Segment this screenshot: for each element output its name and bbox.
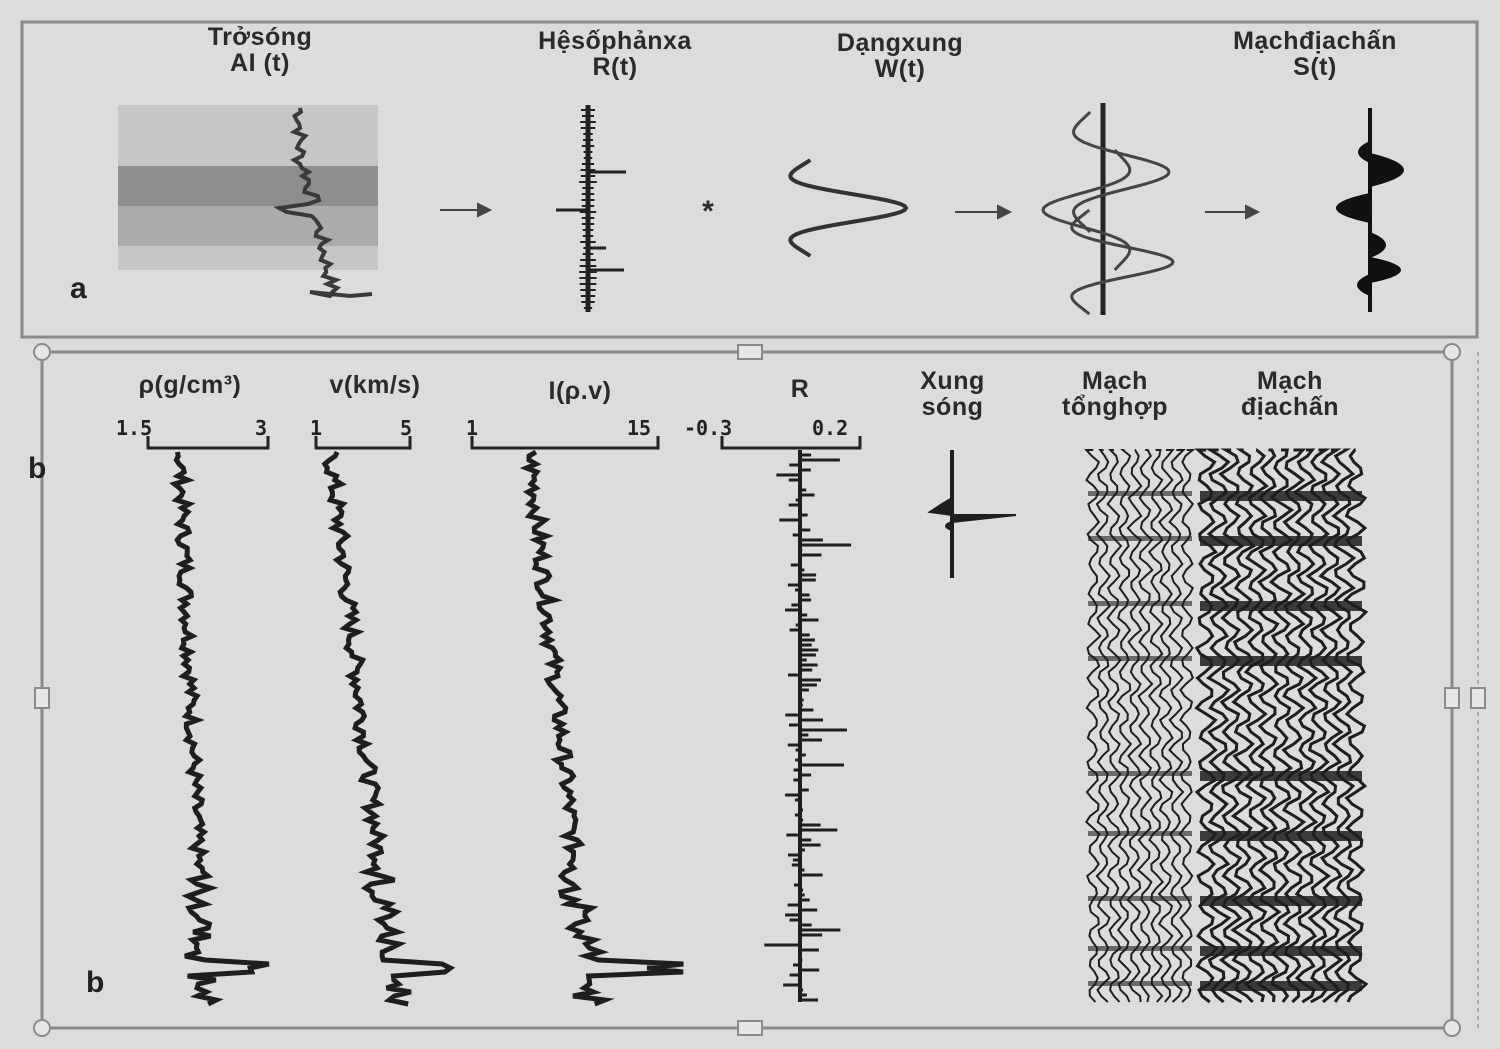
wavelet-label-line1: Xung <box>920 367 985 395</box>
step-symbol: AI (t) <box>230 49 290 78</box>
reflector-band <box>1088 771 1192 776</box>
velocity-max-tick: 5 <box>400 416 413 440</box>
reflector-band <box>1200 656 1362 666</box>
reflector-band <box>1200 981 1362 991</box>
arrow-head <box>477 202 493 218</box>
step-label-seismic: Mạchđịachấn S(t) <box>1200 28 1430 81</box>
reflector-band <box>1200 601 1362 611</box>
process-arrows <box>440 202 1261 220</box>
reflector-band <box>1088 946 1192 951</box>
seismic-section <box>1194 448 1369 1004</box>
source-wavelet-b <box>927 450 1017 578</box>
step-symbol: S(t) <box>1293 53 1337 82</box>
step-name: Dạngxung <box>836 29 964 57</box>
reflector-band <box>1088 491 1192 496</box>
wavelet-sum-diagram <box>1041 103 1175 316</box>
wiggle-trace <box>1157 449 1175 1003</box>
velocity-log <box>321 450 456 1007</box>
track-label-density: ρ(g/cm³) <box>138 371 242 399</box>
step-symbol: W(t) <box>874 55 926 84</box>
reflectivity-max-tick: 0.2 <box>812 416 849 440</box>
reflector-band <box>1088 536 1192 541</box>
reflector-band <box>1088 601 1192 606</box>
reflector-band <box>1088 981 1192 986</box>
reflector-band <box>1200 946 1362 956</box>
step-name: Mạchđịachấn <box>1233 27 1397 55</box>
synthetic-label: Mạch tổnghợp <box>1040 368 1190 421</box>
seismic-trace-a <box>1336 108 1404 312</box>
density-max-tick: 3 <box>255 416 268 440</box>
wiggle-trace <box>1194 448 1219 1004</box>
panel-b-letter-top: b <box>28 452 47 485</box>
panel-b-letter-bottom: b <box>86 966 105 999</box>
scale-bracket <box>470 436 660 450</box>
reflector-band <box>1200 896 1362 906</box>
seismic-label-line2: địachấn <box>1241 393 1339 422</box>
ai-log-box <box>118 105 378 299</box>
step-label-wavelet: Dạngxung W(t) <box>800 30 1000 83</box>
reflector-band <box>1200 491 1362 501</box>
frame-handles <box>33 343 1486 1037</box>
wiggle-trace <box>1178 449 1196 1003</box>
step-name: Hệsốphảnxa <box>538 27 692 55</box>
scale-bracket <box>146 436 270 450</box>
reflector-band <box>1088 656 1192 661</box>
wiggle-trace <box>1147 449 1165 1003</box>
panel-a-frame <box>20 20 1479 339</box>
density-min-tick: 1.5 <box>116 416 153 440</box>
synthetic-seismogram <box>1084 449 1196 1003</box>
track-label-velocity: v(km/s) <box>329 371 421 399</box>
panel-a-letter: a <box>70 272 87 305</box>
reflectivity-min-tick: -0.3 <box>684 416 733 440</box>
impedance-curve <box>272 107 373 299</box>
arrow-head <box>1245 204 1261 220</box>
reflector-band <box>1200 771 1362 781</box>
synthetic-label-line1: Mạch <box>1082 367 1148 395</box>
step-label-impedance: Trởsóng AI (t) <box>160 24 360 77</box>
impedance-max-tick: 15 <box>627 416 652 440</box>
wavelet-label: Xung sóng <box>890 368 1015 421</box>
density-log <box>169 451 270 1007</box>
reflector-band <box>1088 896 1192 901</box>
impedance-log <box>519 449 684 1007</box>
reflector-band <box>1200 536 1362 546</box>
reflection-coefficient-series <box>556 105 626 312</box>
seismic-label-line1: Mạch <box>1257 367 1323 395</box>
seismic-label: Mạch địachấn <box>1215 368 1365 421</box>
scale-bracket <box>720 436 862 450</box>
step-symbol: R(t) <box>592 53 638 82</box>
track-label-impedance: I(ρ.v) <box>548 377 612 405</box>
wavelet-label-line2: sóng <box>921 393 984 422</box>
reflector-band <box>1200 831 1362 841</box>
reflector-band <box>1088 831 1192 836</box>
ricker-wavelet <box>788 158 909 258</box>
track-label-reflectivity: R <box>790 375 810 403</box>
synthetic-label-line2: tổnghợp <box>1062 393 1168 422</box>
track-scales <box>146 436 862 450</box>
impedance-min-tick: 1 <box>466 416 479 440</box>
convolution-symbol: * <box>702 195 714 228</box>
step-name: Trởsóng <box>207 23 313 51</box>
reflectivity-log <box>764 450 852 1002</box>
step-label-reflectivity: Hệsốphảnxa R(t) <box>500 28 730 81</box>
arrow-head <box>997 204 1013 220</box>
scale-bracket <box>314 436 412 450</box>
wiggle-trace <box>1136 449 1154 1003</box>
velocity-min-tick: 1 <box>310 416 323 440</box>
